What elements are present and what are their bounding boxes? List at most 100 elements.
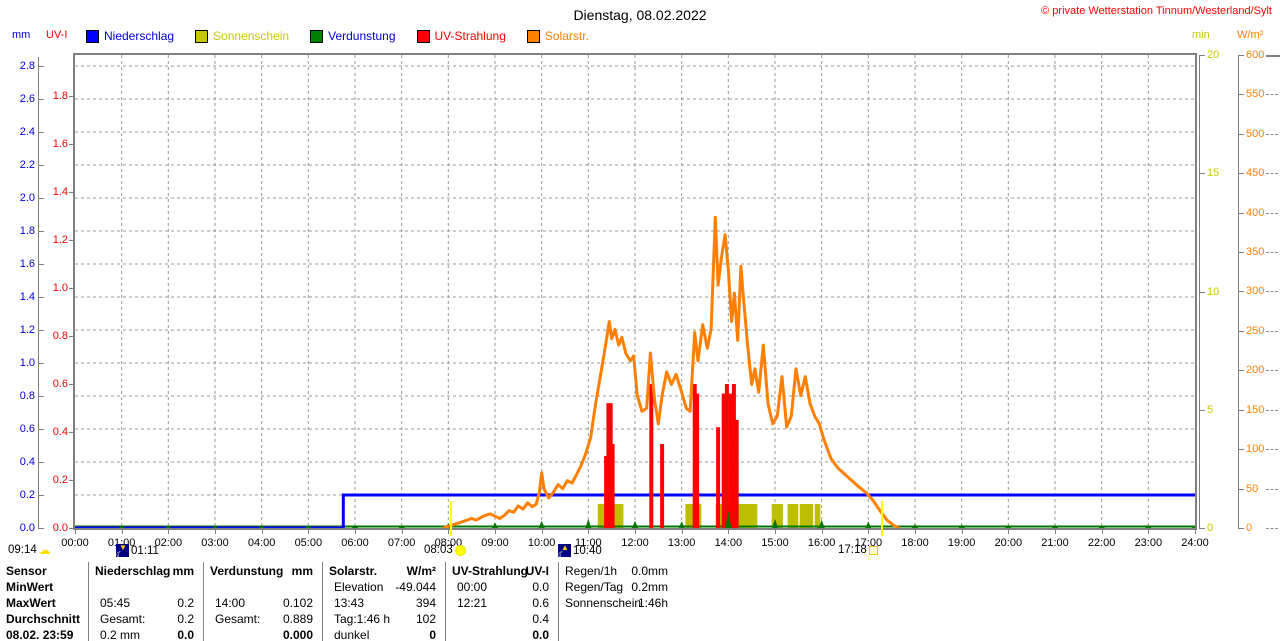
verdunstung-spike	[772, 518, 778, 528]
axis-header-uvi: UV-I	[46, 29, 68, 41]
station-copyright: © private Wetterstation Tinnum/Westerlan…	[1041, 5, 1272, 17]
marker-time: 08:03	[424, 544, 453, 556]
cell-label: Regen/1h	[565, 564, 618, 578]
wm2-tick	[1238, 291, 1244, 293]
cell-label: Sonnenschein	[565, 596, 642, 610]
verdunstung-spike	[865, 521, 872, 528]
right-edge-gridstub	[1266, 212, 1278, 214]
mm-tick	[38, 132, 44, 133]
mm-tick	[38, 330, 44, 331]
min-tick-label: 10	[1207, 285, 1220, 298]
right-edge-gridstub	[1266, 409, 1278, 411]
wm2-tick	[1238, 212, 1244, 214]
uvi-tick-label: 0.2	[52, 474, 68, 486]
x-tick	[308, 530, 310, 534]
min-tick	[1199, 291, 1205, 293]
right-edge-gridstub	[1266, 370, 1278, 372]
x-tick-label: 15:00	[761, 537, 789, 549]
x-tick	[1055, 530, 1056, 534]
uvi-tick	[69, 432, 74, 433]
x-tick	[355, 530, 356, 534]
uv-bar	[604, 456, 609, 528]
uvi-tick-label: 0.8	[52, 330, 68, 342]
verdunstung-spike	[165, 526, 172, 528]
x-tick	[681, 530, 683, 534]
uv-bar	[734, 420, 739, 528]
moon-glyph: ☾	[558, 550, 567, 558]
mm-tick-label: 1.0	[19, 357, 35, 369]
x-tick	[1148, 530, 1150, 534]
uv-bar	[731, 384, 736, 528]
col-unit: W/m²	[406, 564, 436, 578]
x-tick-label: 16:00	[807, 537, 836, 549]
wm2-tick	[1238, 252, 1244, 254]
astro-markers-row: 09:14 ☁ ▼ ☾ 01:11 08:03 ▲ ☾ 10:40 17:18	[0, 543, 1280, 561]
cell-value: 0.2	[177, 596, 194, 610]
arrow-glyph: ▼	[119, 544, 127, 552]
solarstr.-swatch	[526, 29, 540, 43]
legend-item-2: Verdunstung	[310, 29, 396, 43]
cell-label: 12:21	[457, 596, 488, 610]
chart-canvas	[75, 55, 1195, 528]
legend-item-1: Sonnenschein	[195, 29, 289, 43]
cell-label: Gesamt:	[100, 612, 146, 626]
min-tick	[1199, 173, 1205, 175]
x-tick	[1008, 530, 1010, 534]
uvi-tick	[69, 96, 74, 97]
legend-label: Niederschlag	[104, 29, 175, 43]
table-divider	[322, 562, 323, 641]
x-tick	[75, 530, 76, 534]
axis-header-min: min	[1192, 29, 1210, 41]
wm2-tick-label: 0	[1246, 522, 1253, 534]
x-tick	[495, 530, 496, 534]
uvi-tick	[69, 288, 74, 289]
uvi-tick	[69, 336, 74, 337]
x-tick	[1195, 530, 1196, 534]
solar-line	[442, 215, 901, 528]
uv-bar	[649, 384, 654, 528]
uvi-tick-label: 1.6	[52, 138, 68, 150]
table-divider	[88, 562, 89, 641]
x-tick-label: 20:00	[994, 537, 1023, 549]
marker-time: 09:14	[8, 544, 37, 556]
uvi-tick-label: 1.2	[52, 234, 68, 246]
x-tick-label: 11:00	[574, 537, 602, 549]
x-tick-label: 03:00	[201, 537, 229, 549]
verdunstung-spike	[632, 520, 638, 528]
cell-value: 1:46h	[637, 596, 668, 610]
table-divider	[558, 562, 559, 641]
x-tick	[168, 530, 170, 534]
uv-bar	[610, 444, 615, 528]
uvi-tick	[69, 480, 74, 481]
row-label: MinWert	[6, 580, 54, 594]
verdunstung-spike	[1145, 525, 1152, 528]
sonnenschein-swatch	[195, 29, 209, 43]
summary-table: Sensor MinWert MaxWert Durchschnitt 08.02. 2…	[0, 560, 1280, 641]
right-edge-gridstub	[1266, 528, 1278, 529]
mm-tick	[38, 495, 44, 496]
wm2-tick	[1238, 528, 1244, 529]
marker-1040: ▲ ☾ 10:40	[558, 544, 602, 557]
cell-value: 0.2mm	[631, 580, 668, 594]
x-tick-label: 06:00	[341, 537, 369, 549]
chart-plot-area	[73, 53, 1197, 530]
uvi-tick	[69, 144, 74, 145]
col-header: Niederschlag	[95, 564, 171, 578]
wm2-tick-label: 50	[1246, 482, 1259, 495]
x-tick	[588, 530, 590, 534]
x-tick	[541, 530, 543, 534]
wm2-tick	[1238, 54, 1244, 56]
arrow-glyph: ▲	[561, 544, 569, 552]
verdunstung-spike	[912, 523, 918, 528]
row-label: MaxWert	[6, 596, 56, 610]
min-tick	[1199, 528, 1205, 529]
sunshine-block	[787, 504, 799, 528]
uvi-tick-label: 0.6	[52, 378, 68, 390]
right-edge-gridstub	[1266, 291, 1278, 293]
mm-tick-label: 2.0	[19, 192, 35, 204]
uvi-tick	[69, 528, 74, 529]
x-tick	[821, 530, 823, 534]
mm-tick-label: 1.2	[19, 324, 35, 336]
marker-time: 01:11	[131, 544, 159, 557]
niederschlag-swatch	[86, 29, 99, 43]
